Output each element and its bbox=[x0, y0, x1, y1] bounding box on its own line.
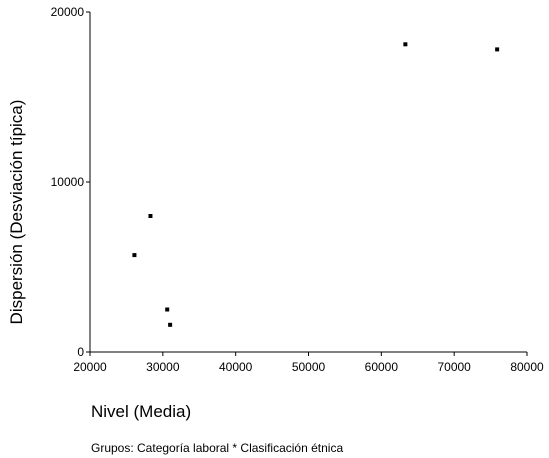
x-ticks: 20000 30000 40000 50000 60000 70000 80000 bbox=[73, 352, 544, 374]
data-point bbox=[403, 42, 408, 47]
x-tick-label: 80000 bbox=[510, 360, 544, 374]
data-point bbox=[168, 322, 173, 327]
x-axis-title: Nivel (Media) bbox=[91, 402, 191, 421]
data-point bbox=[132, 253, 137, 258]
y-tick-label: 0 bbox=[77, 345, 84, 359]
x-tick-label: 50000 bbox=[292, 360, 326, 374]
x-tick-label: 60000 bbox=[365, 360, 399, 374]
y-ticks: 0 10000 20000 bbox=[51, 5, 90, 359]
data-point bbox=[165, 307, 170, 312]
data-point bbox=[495, 47, 500, 52]
groups-footnote: Grupos: Categoría laboral * Clasificació… bbox=[91, 441, 343, 455]
x-tick-label: 30000 bbox=[146, 360, 180, 374]
x-tick-label: 20000 bbox=[73, 360, 107, 374]
y-tick-label: 10000 bbox=[51, 175, 85, 189]
x-tick-label: 40000 bbox=[219, 360, 253, 374]
data-point bbox=[148, 214, 153, 218]
y-axis-title: Dispersión (Desviación típica) bbox=[7, 100, 26, 325]
x-tick-label: 70000 bbox=[437, 360, 471, 374]
y-tick-label: 20000 bbox=[51, 5, 85, 19]
data-points bbox=[132, 42, 500, 327]
